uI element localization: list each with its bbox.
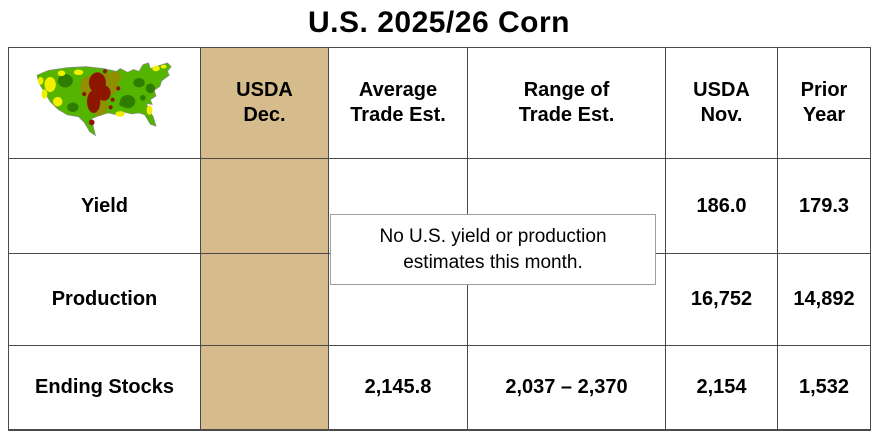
col-header-range-trade-est: Range of Trade Est.: [468, 48, 666, 159]
cell-production-usda-dec: [201, 254, 329, 346]
cell-ending-stocks-range-trade-est: 2,037 – 2,370: [468, 346, 666, 429]
cell-production-usda-nov: 16,752: [666, 254, 778, 346]
cell-yield-usda-nov: 186.0: [666, 159, 778, 254]
cell-ending-stocks-usda-nov: 2,154: [666, 346, 778, 429]
cell-production-range-trade-est: [468, 254, 666, 346]
no-estimates-note: No U.S. yield or production estimates th…: [330, 214, 656, 285]
row-label-production: Production: [9, 254, 201, 346]
us-county-choropleth-map: [36, 61, 172, 136]
corn-estimates-table: USDA Dec. Average Trade Est. Range of Tr…: [8, 47, 871, 431]
cell-yield-prior-year: 179.3: [778, 159, 870, 254]
cell-ending-stocks-usda-dec: [201, 346, 329, 429]
map-header-cell: [9, 48, 201, 159]
col-header-avg-trade-est: Average Trade Est.: [329, 48, 468, 159]
page-title: U.S. 2025/26 Corn: [308, 6, 570, 39]
row-label-yield: Yield: [9, 159, 201, 254]
cell-ending-stocks-avg-trade-est: 2,145.8: [329, 346, 468, 429]
col-header-usda-dec: USDA Dec.: [201, 48, 329, 159]
cell-ending-stocks-prior-year: 1,532: [798, 376, 850, 398]
row-label-ending-stocks: Ending Stocks: [9, 346, 201, 429]
cell-yield-usda-dec: [201, 159, 329, 254]
cell-production-prior-year: 14,892: [778, 254, 870, 346]
col-header-usda-nov: USDA Nov.: [666, 48, 778, 159]
col-header-prior-year: Prior Year: [778, 48, 870, 159]
cell-production-avg-trade-est: [329, 254, 468, 346]
